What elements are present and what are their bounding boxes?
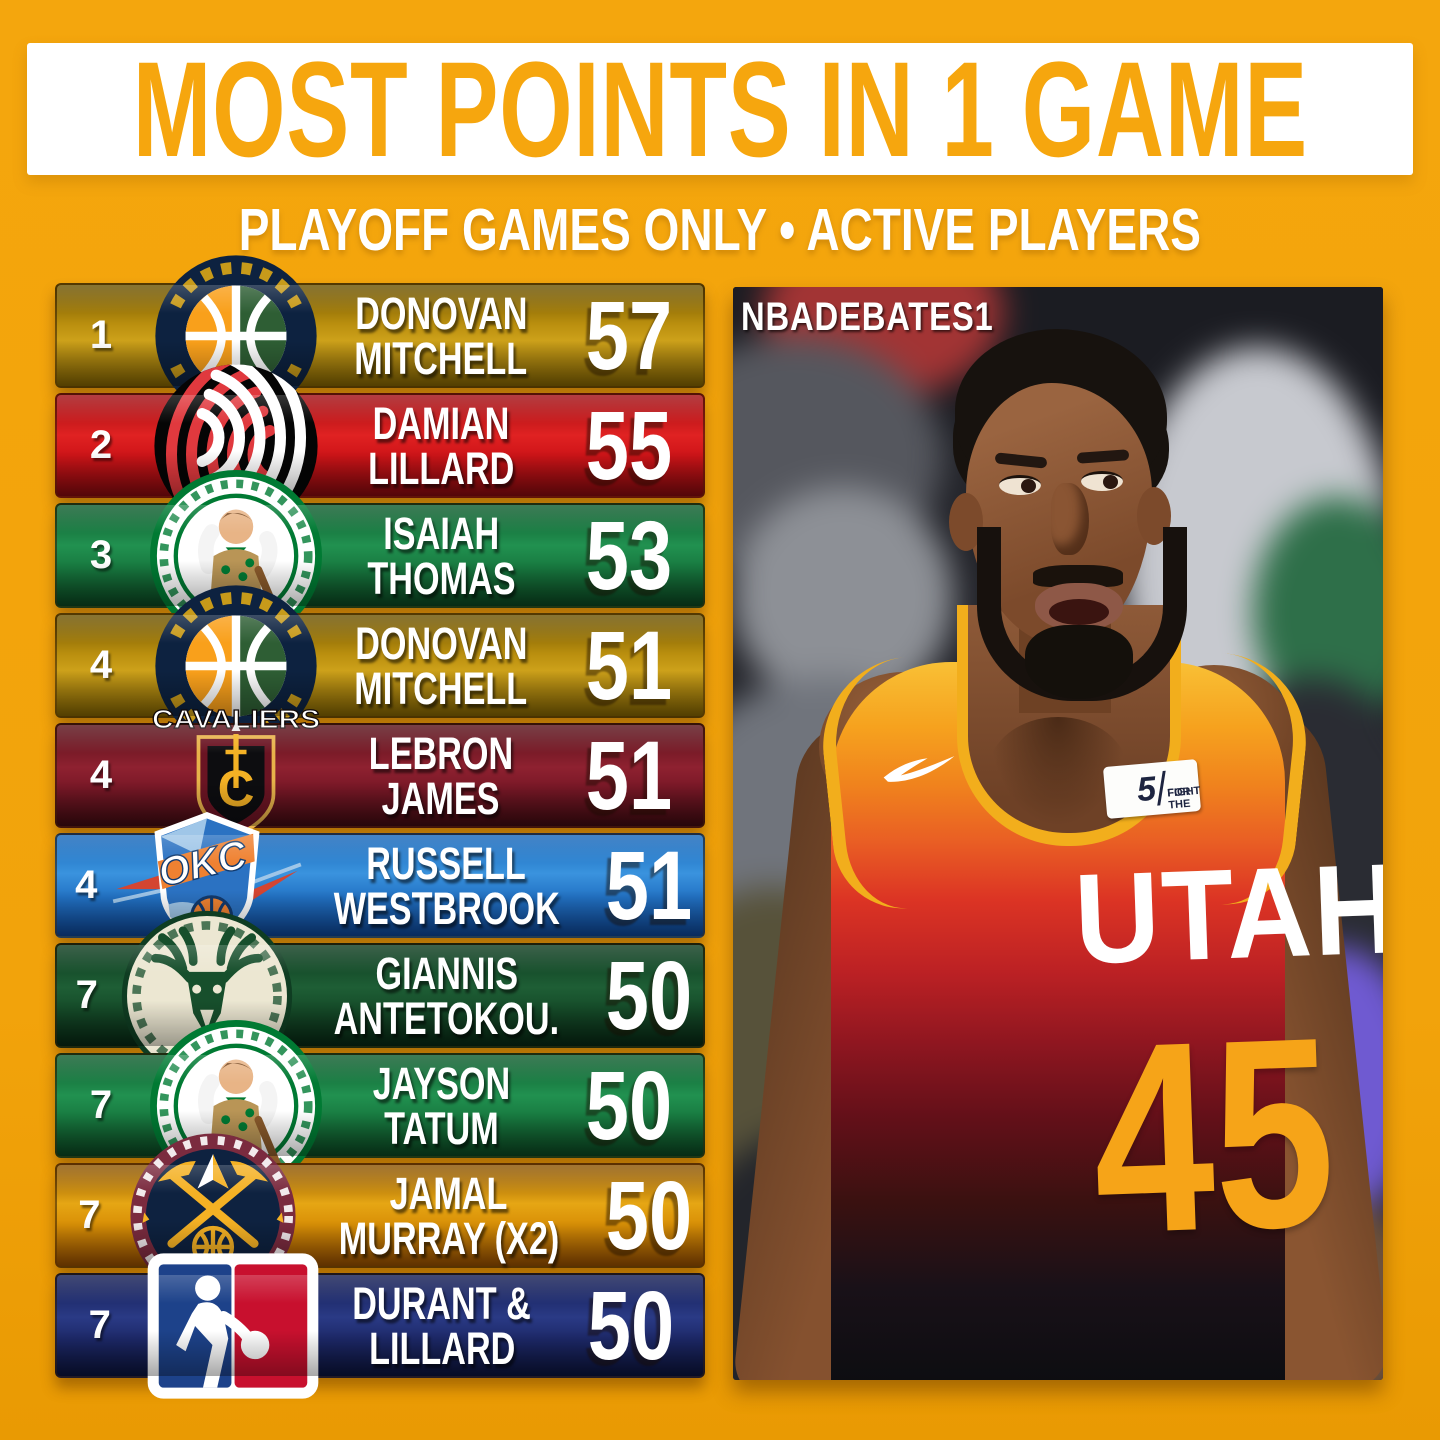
player-eye xyxy=(999,475,1041,495)
rank-label: 4 xyxy=(89,753,113,797)
list-item: 4 OKC RUSSELL WESTBROOK 51 xyxy=(55,811,705,948)
rank-label: 4 xyxy=(75,863,98,907)
player-name: DONOVAN MITCHELL xyxy=(354,617,528,714)
points-value: 50 xyxy=(585,1050,673,1160)
rank-label: 7 xyxy=(89,1083,113,1127)
list-item: 7 DURANT & LILLARD 50 xyxy=(55,1252,705,1399)
rank-label: 2 xyxy=(89,423,113,467)
patch-divider xyxy=(1157,770,1166,806)
page-subtitle: PLAYOFF GAMES ONLY • ACTIVE PLAYERS xyxy=(238,197,1202,263)
title-banner: MOST POINTS IN 1 GAME xyxy=(27,33,1413,185)
player-beard xyxy=(1025,625,1133,699)
points-value: 57 xyxy=(585,280,673,390)
rank-label: 7 xyxy=(75,973,98,1017)
points-value: 55 xyxy=(585,390,673,500)
player-name: JAMAL MURRAY (X2) xyxy=(338,1167,560,1264)
rank-label: 7 xyxy=(78,1193,101,1237)
rank-label: 3 xyxy=(89,533,113,577)
utah-jazz-logo-icon xyxy=(145,584,327,747)
points-value: 51 xyxy=(605,830,693,940)
player-name: GIANNIS ANTETOKOU. xyxy=(334,947,560,1044)
player-name: DONOVAN MITCHELL xyxy=(354,287,528,384)
list-item: 4 DONOVAN MITCHELL 51 xyxy=(55,584,705,747)
points-value: 50 xyxy=(588,1270,675,1380)
page-title: MOST POINTS IN 1 GAME xyxy=(132,32,1308,186)
player-mouth xyxy=(1035,583,1123,631)
rank-label: 7 xyxy=(88,1303,111,1347)
list-item: 3 ISAIAH THOMAS 53 xyxy=(55,469,705,642)
player-photo: 5 FOR THE FIGHT UTAH 45 NBADEBATES1 xyxy=(733,287,1383,1380)
cavaliers-logo-icon: CAVALIERS C xyxy=(145,705,327,838)
player-name: DAMIAN LILLARD xyxy=(367,397,515,494)
points-value: 51 xyxy=(585,720,673,830)
nike-swoosh-icon xyxy=(883,756,955,782)
player-name: LEBRON JAMES xyxy=(368,727,514,824)
rank-label: 1 xyxy=(89,313,113,357)
five-for-the-fight-patch: 5 FOR THE FIGHT xyxy=(1102,759,1202,819)
player-mustache xyxy=(1033,565,1123,587)
nba-logo-icon xyxy=(142,1252,324,1399)
list-item: 7 GIANNIS ANTETOKOU. 50 xyxy=(55,910,705,1081)
player-name: ISAIAH THOMAS xyxy=(366,507,516,604)
player-name: JAYSON TATUM xyxy=(372,1057,510,1154)
points-value: 53 xyxy=(585,500,673,610)
points-value: 50 xyxy=(605,1160,692,1270)
list-item: 4 CAVALIERS C LEBRON JAMES 51 xyxy=(55,705,705,838)
player-name: DURANT & LILLARD xyxy=(352,1277,532,1374)
player-name: RUSSELL WESTBROOK xyxy=(333,837,560,934)
rank-label: 4 xyxy=(89,643,113,687)
points-value: 50 xyxy=(605,940,693,1050)
watermark: NBADEBATES1 xyxy=(741,295,994,339)
player-eye xyxy=(1081,471,1123,491)
points-value: 51 xyxy=(585,610,673,720)
